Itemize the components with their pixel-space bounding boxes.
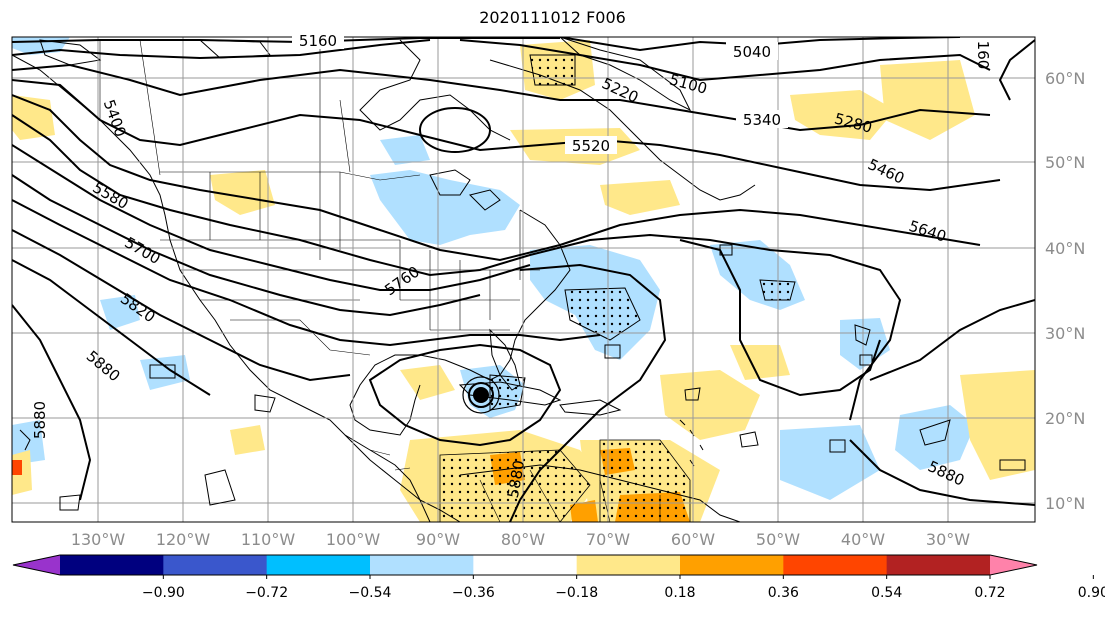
map-frame: [11, 36, 1036, 523]
colorbar-extend-high: [990, 555, 1037, 575]
colorbar-tick-label: −0.90: [142, 585, 185, 601]
lon-label: 50°W: [756, 530, 800, 549]
contour-label: 5220: [599, 74, 641, 106]
colorbar: −0.90 −0.72 −0.54 −0.36 −0.18 0.18 0.36 0.54 0.7…: [12, 554, 1105, 601]
colorbar-swatch: [886, 555, 991, 575]
lon-label: 60°W: [671, 530, 715, 549]
lon-label: 120°W: [156, 530, 211, 549]
longitude-labels: 130°W 120°W 110°W 100°W 90°W 80°W 70°W 6…: [71, 530, 970, 549]
contour-label: 5580: [89, 178, 131, 213]
stippling: [439, 54, 796, 522]
map-area: [12, 37, 1035, 522]
lat-label: 60°N: [1045, 69, 1085, 88]
lon-label: 80°W: [501, 530, 545, 549]
contour-label: 5640: [907, 217, 949, 246]
colorbar-swatch: [680, 555, 784, 575]
colorbar-swatch: [266, 555, 371, 575]
height-contours: [12, 37, 1035, 522]
lat-label: 40°N: [1045, 239, 1085, 258]
latitude-labels: 60°N 50°N 40°N 30°N 20°N 10°N: [1045, 69, 1085, 513]
lon-label: 30°W: [926, 530, 970, 549]
colorbar-tick-label: 0.90: [1078, 585, 1105, 601]
colorbar-swatch: [370, 555, 474, 575]
map-title: 2020111012 F006: [479, 8, 626, 27]
shade-outlines: [59, 244, 1026, 511]
colorbar-tick-label: 0.36: [768, 585, 799, 601]
colorbar-swatch: [163, 555, 268, 575]
contour-label: 5100: [668, 71, 710, 98]
contour-label: 5880: [31, 401, 49, 439]
lat-label: 10°N: [1045, 494, 1085, 513]
colorbar-tick-label: 0.72: [974, 585, 1005, 601]
lat-label: 20°N: [1045, 409, 1085, 428]
contour-label: 5040: [733, 43, 771, 61]
colorbar-tick-label: 0.18: [664, 585, 695, 601]
colorbar-tick-label: −0.36: [452, 585, 495, 601]
colorbar-swatch: [60, 555, 164, 575]
colorbar-swatch: [576, 555, 681, 575]
colorbar-extend-low: [13, 555, 60, 575]
lon-label: 110°W: [241, 530, 296, 549]
contour-label: 5700: [121, 233, 163, 268]
lon-label: 40°W: [841, 530, 885, 549]
colorbar-tick-label: −0.72: [245, 585, 288, 601]
lat-label: 30°N: [1045, 324, 1085, 343]
colorbar-tick-label: −0.54: [349, 585, 392, 601]
lon-label: 130°W: [71, 530, 126, 549]
storm-center-marker: [473, 387, 489, 403]
colorbar-outline: [12, 554, 1038, 576]
lon-label: 70°W: [586, 530, 630, 549]
contour-label: 5160: [299, 32, 337, 50]
colorbar-swatch: [783, 555, 888, 575]
contour-label: 5460: [865, 155, 907, 187]
contour-label: 160: [974, 41, 992, 70]
colorbar-tick-label: −0.18: [555, 585, 598, 601]
contour-label: 5400: [100, 97, 130, 139]
contour-label: 5880: [83, 347, 124, 385]
lon-label: 100°W: [326, 530, 381, 549]
colorbar-tick-label: 0.54: [871, 585, 902, 601]
lon-label: 90°W: [416, 530, 460, 549]
colorbar-swatch: [473, 555, 578, 575]
lat-label: 50°N: [1045, 153, 1085, 172]
contour-label: 5340: [743, 111, 781, 129]
contour-label: 5520: [572, 137, 610, 155]
